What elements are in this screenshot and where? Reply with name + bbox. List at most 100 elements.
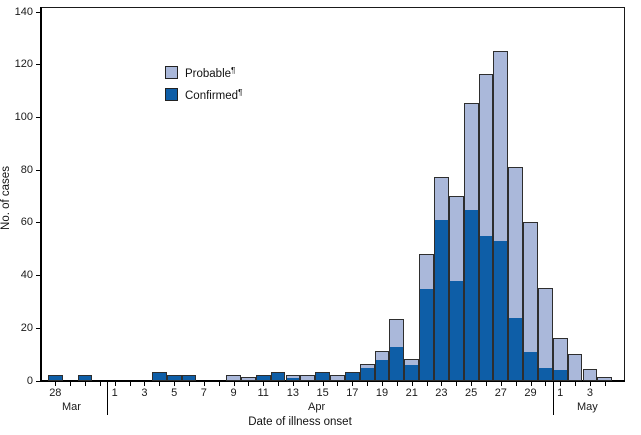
x-tick [396,382,398,386]
bar-confirmed-apr-4 [151,372,167,381]
bar-confirmed-mar-30 [77,374,93,381]
legend-label-probable: Probable¶ [185,65,236,80]
y-tick [36,117,41,118]
x-tick [530,382,532,386]
bar-probable-may-1 [552,337,568,371]
bar-confirmed-apr-12 [270,372,286,381]
bar-probable-may-4 [597,377,613,381]
bar-confirmed-apr-18 [359,366,375,381]
x-tick [411,382,413,386]
bar-confirmed-apr-17 [344,372,360,381]
x-tick [307,382,309,386]
bar-probable-apr-9 [226,374,241,381]
x-tick-label: 5 [171,387,178,399]
x-tick [99,382,101,386]
footnote-mark: ¶ [238,87,243,97]
x-tick [85,382,87,386]
bar-probable-apr-24 [448,195,464,281]
x-tick [337,382,339,386]
x-tick [188,382,190,386]
x-tick [55,382,57,386]
legend-item-probable: Probable¶ [165,65,236,80]
y-tick [36,222,41,224]
bar-confirmed-apr-5 [166,374,182,381]
x-tick [233,382,235,386]
y-tick [36,11,41,13]
y-tick-label: 20 [20,321,33,334]
y-tick-label: 40 [20,269,33,282]
bar-probable-apr-10 [240,377,256,381]
bar-confirmed-apr-25 [463,208,479,381]
x-tick [485,382,487,386]
y-tick [36,327,41,329]
x-tick-label: 3 [586,387,593,399]
x-tick [129,382,131,386]
bar-confirmed-apr-28 [508,316,524,381]
x-tick [560,382,562,386]
bar-confirmed-apr-20 [389,345,405,381]
footnote-mark: ¶ [231,65,236,75]
bar-confirmed-apr-19 [374,358,390,381]
x-tick-label: 23 [435,387,448,399]
x-tick [382,382,384,386]
x-tick-label: 1 [557,387,564,399]
bar-probable-may-3 [582,369,598,381]
bar-confirmed-apr-24 [448,279,464,381]
bar-probable-apr-14 [300,374,316,381]
bar-confirmed-apr-29 [523,351,538,381]
x-axis-title: Date of illness onset [248,416,352,428]
y-tick-label: 60 [20,216,33,229]
month-label-apr: Apr [308,401,326,413]
bar-confirmed-apr-23 [434,219,449,381]
x-tick [70,382,72,386]
bar-probable-apr-30 [537,287,553,368]
x-tick-label: 19 [375,387,389,399]
bar-probable-apr-18 [359,364,375,368]
confirmed-swatch-icon [165,87,178,101]
x-tick [471,382,473,386]
legend-item-confirmed: Confirmed¶ [165,87,243,102]
x-tick-label: 15 [316,387,329,399]
x-tick [114,382,116,386]
x-tick-label: 3 [141,387,148,399]
x-tick [322,382,324,386]
bar-confirmed-mar-28 [47,374,63,381]
y-tick [36,275,41,277]
x-tick [441,382,443,386]
bar-probable-apr-26 [478,74,494,237]
bar-probable-apr-21 [404,358,420,366]
bar-confirmed-apr-6 [181,374,197,381]
x-tick [203,382,205,386]
x-tick-label: 27 [494,387,507,399]
x-tick [426,382,428,386]
bar-probable-apr-28 [508,166,524,318]
y-tick-label: 120 [14,58,33,71]
x-tick [263,382,265,386]
x-tick [545,382,547,386]
x-tick-label: 25 [465,387,478,399]
bar-confirmed-apr-15 [315,372,331,381]
bar-confirmed-apr-11 [255,374,271,381]
x-axis-line [40,380,625,382]
plot-border-top [41,7,625,8]
bar-confirmed-apr-26 [478,235,494,381]
y-tick-label: 80 [20,163,33,176]
month-label-may: May [577,401,598,413]
bar-probable-may-2 [567,353,583,381]
x-tick [278,382,280,386]
y-tick-label: 140 [14,5,33,18]
bar-confirmed-apr-27 [493,240,509,381]
bar-probable-apr-27 [493,50,509,242]
y-tick [36,169,41,171]
x-tick-label: 1 [111,387,118,399]
x-tick-label: 11 [257,387,269,399]
x-tick [367,382,369,386]
month-label-mar: Mar [62,401,81,413]
x-tick-label: 9 [230,387,237,399]
x-tick [589,382,591,386]
bar-probable-apr-20 [389,319,405,347]
month-divider-line [107,381,109,415]
x-tick [515,382,517,386]
